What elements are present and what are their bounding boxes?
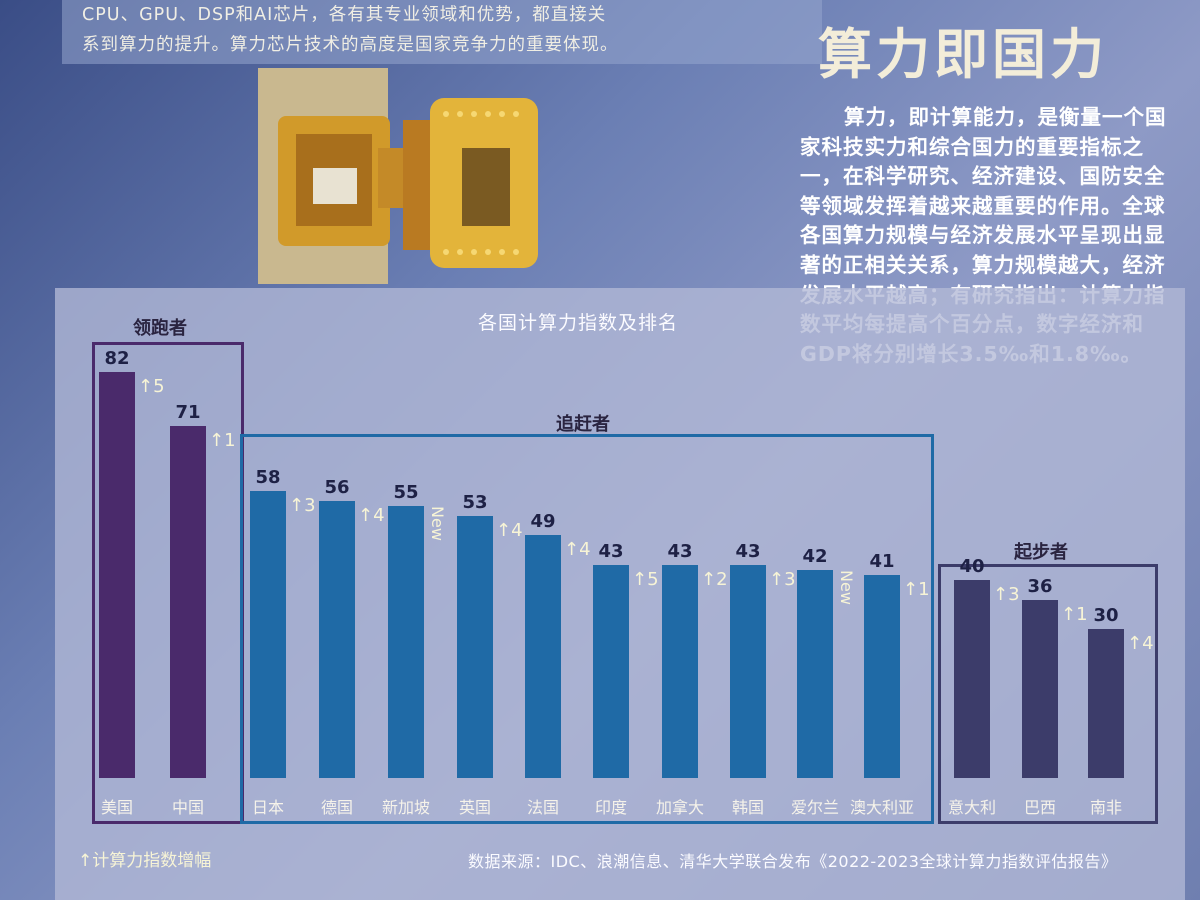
group-box-3 [938, 564, 1158, 824]
value-label-4: 56 [324, 476, 350, 498]
change-label-4: ↑4 [358, 504, 385, 526]
bar-7 [525, 535, 561, 778]
chip-die [313, 168, 357, 204]
group-box-2 [240, 434, 934, 824]
bar-4 [319, 500, 355, 778]
chip-pins [443, 111, 519, 255]
bar-5 [388, 505, 424, 778]
category-label-13: 意大利 [947, 798, 996, 817]
new-tag-5: New [428, 505, 447, 541]
change-label-2: ↑1 [209, 430, 236, 452]
value-label-8: 43 [598, 541, 624, 563]
value-label-10: 43 [735, 541, 761, 563]
value-label-11: 42 [802, 546, 828, 568]
category-label-6: 英国 [458, 798, 491, 817]
change-label-15: ↑4 [1127, 633, 1154, 655]
change-label-13: ↑3 [993, 583, 1020, 605]
bar-6 [457, 515, 493, 778]
bar-10 [730, 565, 766, 778]
change-label-12: ↑1 [903, 579, 930, 600]
category-label-2: 中国 [171, 798, 204, 817]
chip-right-window [462, 148, 510, 226]
category-label-4: 德国 [320, 798, 353, 817]
bar-1 [99, 372, 135, 778]
intro-line-1: CPU、GPU、DSP和AI芯片，各有其专业领域和优势，都直接关 [82, 5, 607, 25]
bar-15 [1088, 629, 1124, 778]
bar-2 [170, 426, 206, 778]
value-label-13: 40 [959, 555, 985, 577]
bar-8 [593, 565, 629, 778]
value-label-9: 43 [667, 541, 693, 563]
category-label-11: 爱尔兰 [790, 798, 839, 817]
bar-3 [250, 490, 286, 778]
value-label-5: 55 [393, 481, 419, 503]
new-tag-11: New [837, 570, 856, 605]
category-label-14: 巴西 [1023, 798, 1056, 817]
bar-12 [864, 575, 900, 778]
value-label-15: 30 [1093, 605, 1119, 627]
change-label-8: ↑5 [632, 569, 659, 591]
value-label-1: 82 [104, 348, 130, 369]
category-label-8: 印度 [594, 798, 627, 817]
intro-line-2: 系到算力的提升。算力芯片技术的高度是国家竞争力的重要体现。 [82, 35, 619, 55]
change-label-3: ↑3 [289, 494, 316, 516]
change-label-1: ↑5 [138, 376, 165, 397]
intro-band: CPU、GPU、DSP和AI芯片，各有其专业领域和优势，都直接关 系到算力的提升… [62, 0, 822, 64]
data-source: 数据来源：IDC、浪潮信息、清华大学联合发布《2022-2023全球计算力指数评… [468, 852, 1118, 871]
change-label-9: ↑2 [701, 569, 728, 591]
category-label-3: 日本 [251, 798, 284, 817]
category-label-7: 法国 [526, 798, 559, 817]
change-label-7: ↑4 [564, 539, 591, 561]
category-label-12: 澳大利亚 [849, 798, 914, 817]
category-label-5: 新加坡 [381, 798, 430, 817]
category-label-10: 韩国 [731, 798, 764, 817]
value-label-14: 36 [1027, 575, 1053, 597]
group-label-2: 追赶者 [556, 414, 610, 435]
category-label-9: 加拿大 [655, 798, 704, 817]
group-label-3: 起步者 [1014, 542, 1068, 563]
category-label-15: 南非 [1089, 798, 1122, 817]
chip-photo [258, 68, 538, 284]
category-label-1: 美国 [100, 798, 133, 817]
chart-title: 各国计算力指数及排名 [478, 312, 679, 334]
bar-13 [954, 579, 990, 778]
group-label-1: 领跑者 [133, 318, 187, 339]
bar-9 [662, 565, 698, 778]
legend-note: ↑计算力指数增幅 [78, 851, 212, 871]
value-label-12: 41 [869, 551, 895, 572]
value-label-7: 49 [530, 511, 556, 533]
poster-title: 算力即国力 [818, 23, 1108, 86]
change-label-6: ↑4 [496, 519, 523, 541]
bar-11 [797, 570, 833, 778]
change-label-14: ↑1 [1061, 603, 1088, 625]
bar-14 [1022, 599, 1058, 778]
value-label-6: 53 [462, 491, 488, 513]
change-label-10: ↑3 [769, 569, 796, 591]
value-label-3: 58 [255, 466, 281, 488]
value-label-2: 71 [175, 402, 201, 424]
